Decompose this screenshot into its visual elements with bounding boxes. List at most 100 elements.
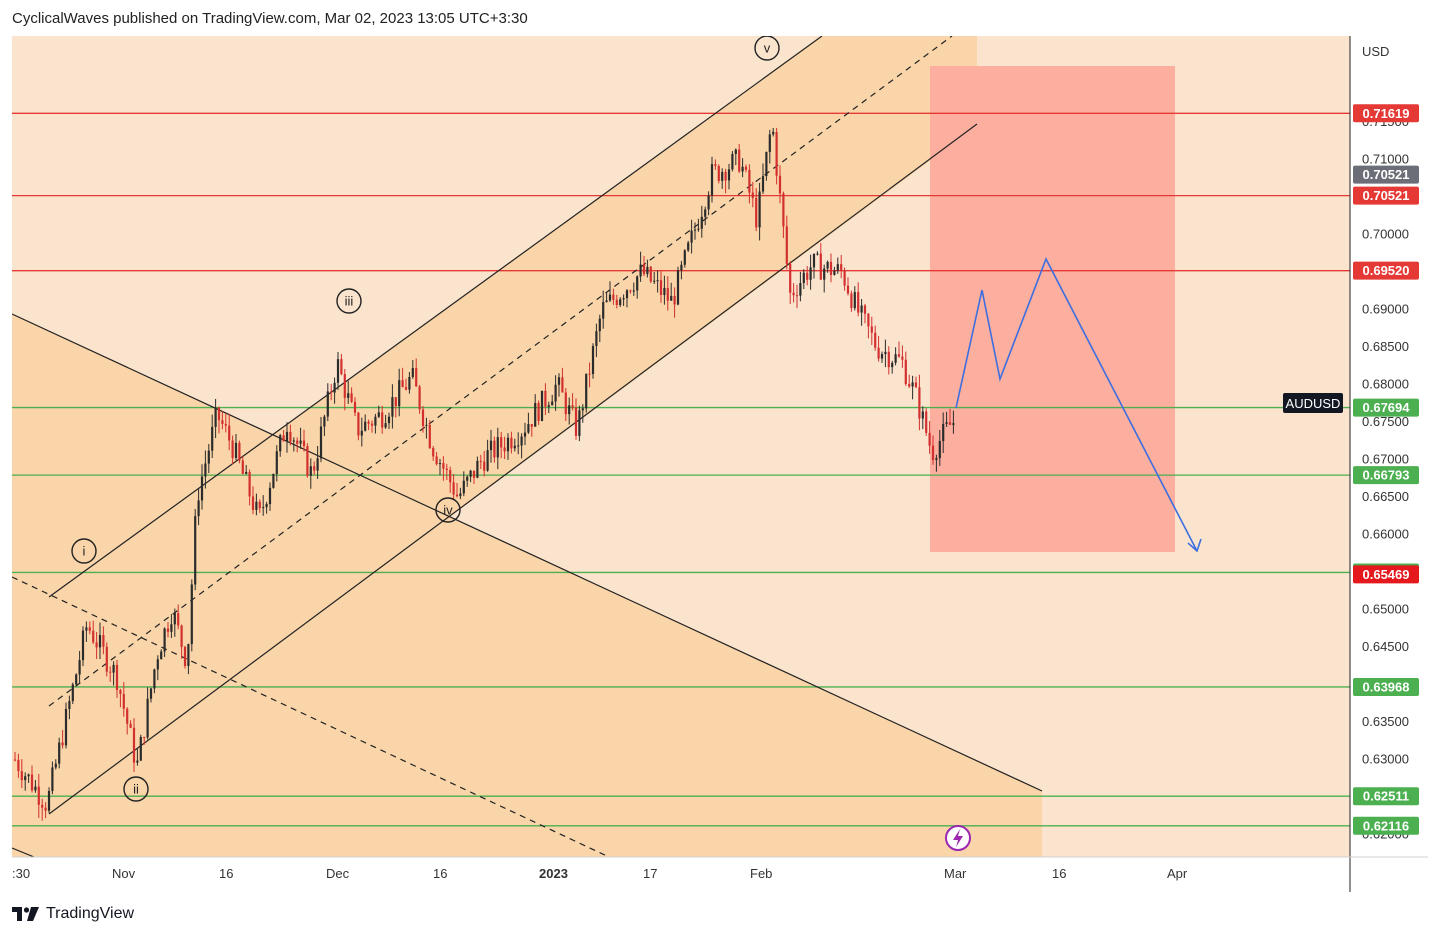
time-scale-background [12, 857, 1428, 892]
candle [289, 424, 292, 446]
channel-upper-line [48, 35, 823, 598]
candle [534, 394, 537, 427]
candle [840, 254, 843, 279]
x-tick-label: 17 [643, 866, 657, 881]
candle [860, 299, 863, 326]
candle [772, 127, 775, 137]
candle [520, 433, 523, 459]
candle [336, 352, 340, 390]
candle [285, 422, 289, 453]
candle [690, 219, 693, 254]
candle [935, 454, 938, 472]
candle [37, 773, 40, 818]
candle [901, 345, 904, 368]
candle [748, 164, 751, 204]
candle [217, 406, 221, 434]
candle [659, 271, 663, 303]
candle [163, 627, 166, 657]
current-price-tag-label: 0.70521 [1363, 167, 1410, 182]
candle [843, 267, 846, 291]
candle [177, 604, 180, 630]
candle [697, 218, 700, 232]
candle [489, 429, 493, 463]
candle [442, 456, 445, 481]
wave-label-i: i [71, 538, 97, 564]
candle [649, 265, 652, 284]
x-axis-labels: :30 Nov 16 Dec 16 2023 17 Feb Mar 16 Apr [12, 866, 1188, 881]
wave-label-iv: iv [435, 497, 461, 523]
symbol-tag: AUDUSD [1283, 393, 1343, 413]
green-level-tag-label: 0.67694 [1363, 400, 1411, 415]
candle [721, 168, 724, 189]
candle [44, 802, 47, 819]
candle [221, 411, 224, 430]
candle [619, 297, 622, 308]
candle [374, 413, 377, 434]
candle [775, 127, 778, 185]
candle [554, 375, 557, 411]
projection-arrowhead [1187, 538, 1202, 553]
footer-brand: TradingView [46, 905, 135, 922]
candle [707, 191, 710, 216]
candle [911, 375, 914, 400]
candle [517, 432, 520, 455]
green-level-tag: 0.62116 [1353, 816, 1419, 835]
candle [904, 351, 907, 386]
candle [357, 412, 360, 441]
candle [350, 387, 353, 404]
candle [530, 423, 533, 437]
candle [537, 400, 540, 425]
candle [891, 360, 894, 374]
candle [581, 404, 584, 423]
candle [204, 450, 207, 489]
x-tick-label: :30 [12, 866, 30, 881]
target-zone [930, 66, 1175, 552]
candle [585, 373, 588, 413]
candle [761, 163, 765, 195]
candle [612, 288, 615, 305]
candle [806, 266, 809, 286]
candle [639, 251, 642, 282]
candle [768, 129, 771, 164]
y-tick-label: 0.70000 [1362, 227, 1409, 242]
candle [64, 702, 68, 749]
candle [272, 473, 275, 489]
tradingview-logo-icon[interactable] [12, 907, 40, 921]
candle [897, 341, 901, 358]
red-level-tag: 0.71619 [1353, 104, 1419, 123]
candle [326, 383, 329, 422]
candle [398, 368, 401, 417]
candle [608, 281, 612, 303]
x-tick-label: 16 [433, 866, 447, 881]
current-price-tag: 0.70521 [1353, 165, 1419, 184]
candle [228, 413, 231, 451]
candle [836, 257, 839, 274]
candle [299, 427, 302, 449]
candle [200, 464, 204, 510]
candle [714, 159, 717, 170]
candle [945, 411, 948, 428]
candle [381, 405, 384, 434]
candle [187, 643, 190, 675]
lightning-icon[interactable] [945, 825, 971, 851]
candle [853, 286, 856, 311]
candle [394, 397, 397, 418]
y-tick-label: 0.66500 [1362, 489, 1409, 504]
wave-label-iii: iii [336, 288, 362, 314]
candle [248, 469, 251, 506]
candle [877, 335, 880, 362]
candle [122, 682, 125, 717]
candle [568, 397, 571, 425]
wave-label-v: v [754, 35, 780, 61]
candle [758, 182, 761, 241]
candle [109, 666, 112, 682]
candle [476, 456, 479, 479]
candle [306, 443, 309, 478]
candle [928, 421, 931, 454]
candle [503, 436, 506, 460]
candle [251, 486, 255, 515]
candle [316, 445, 319, 479]
candle [149, 687, 153, 703]
